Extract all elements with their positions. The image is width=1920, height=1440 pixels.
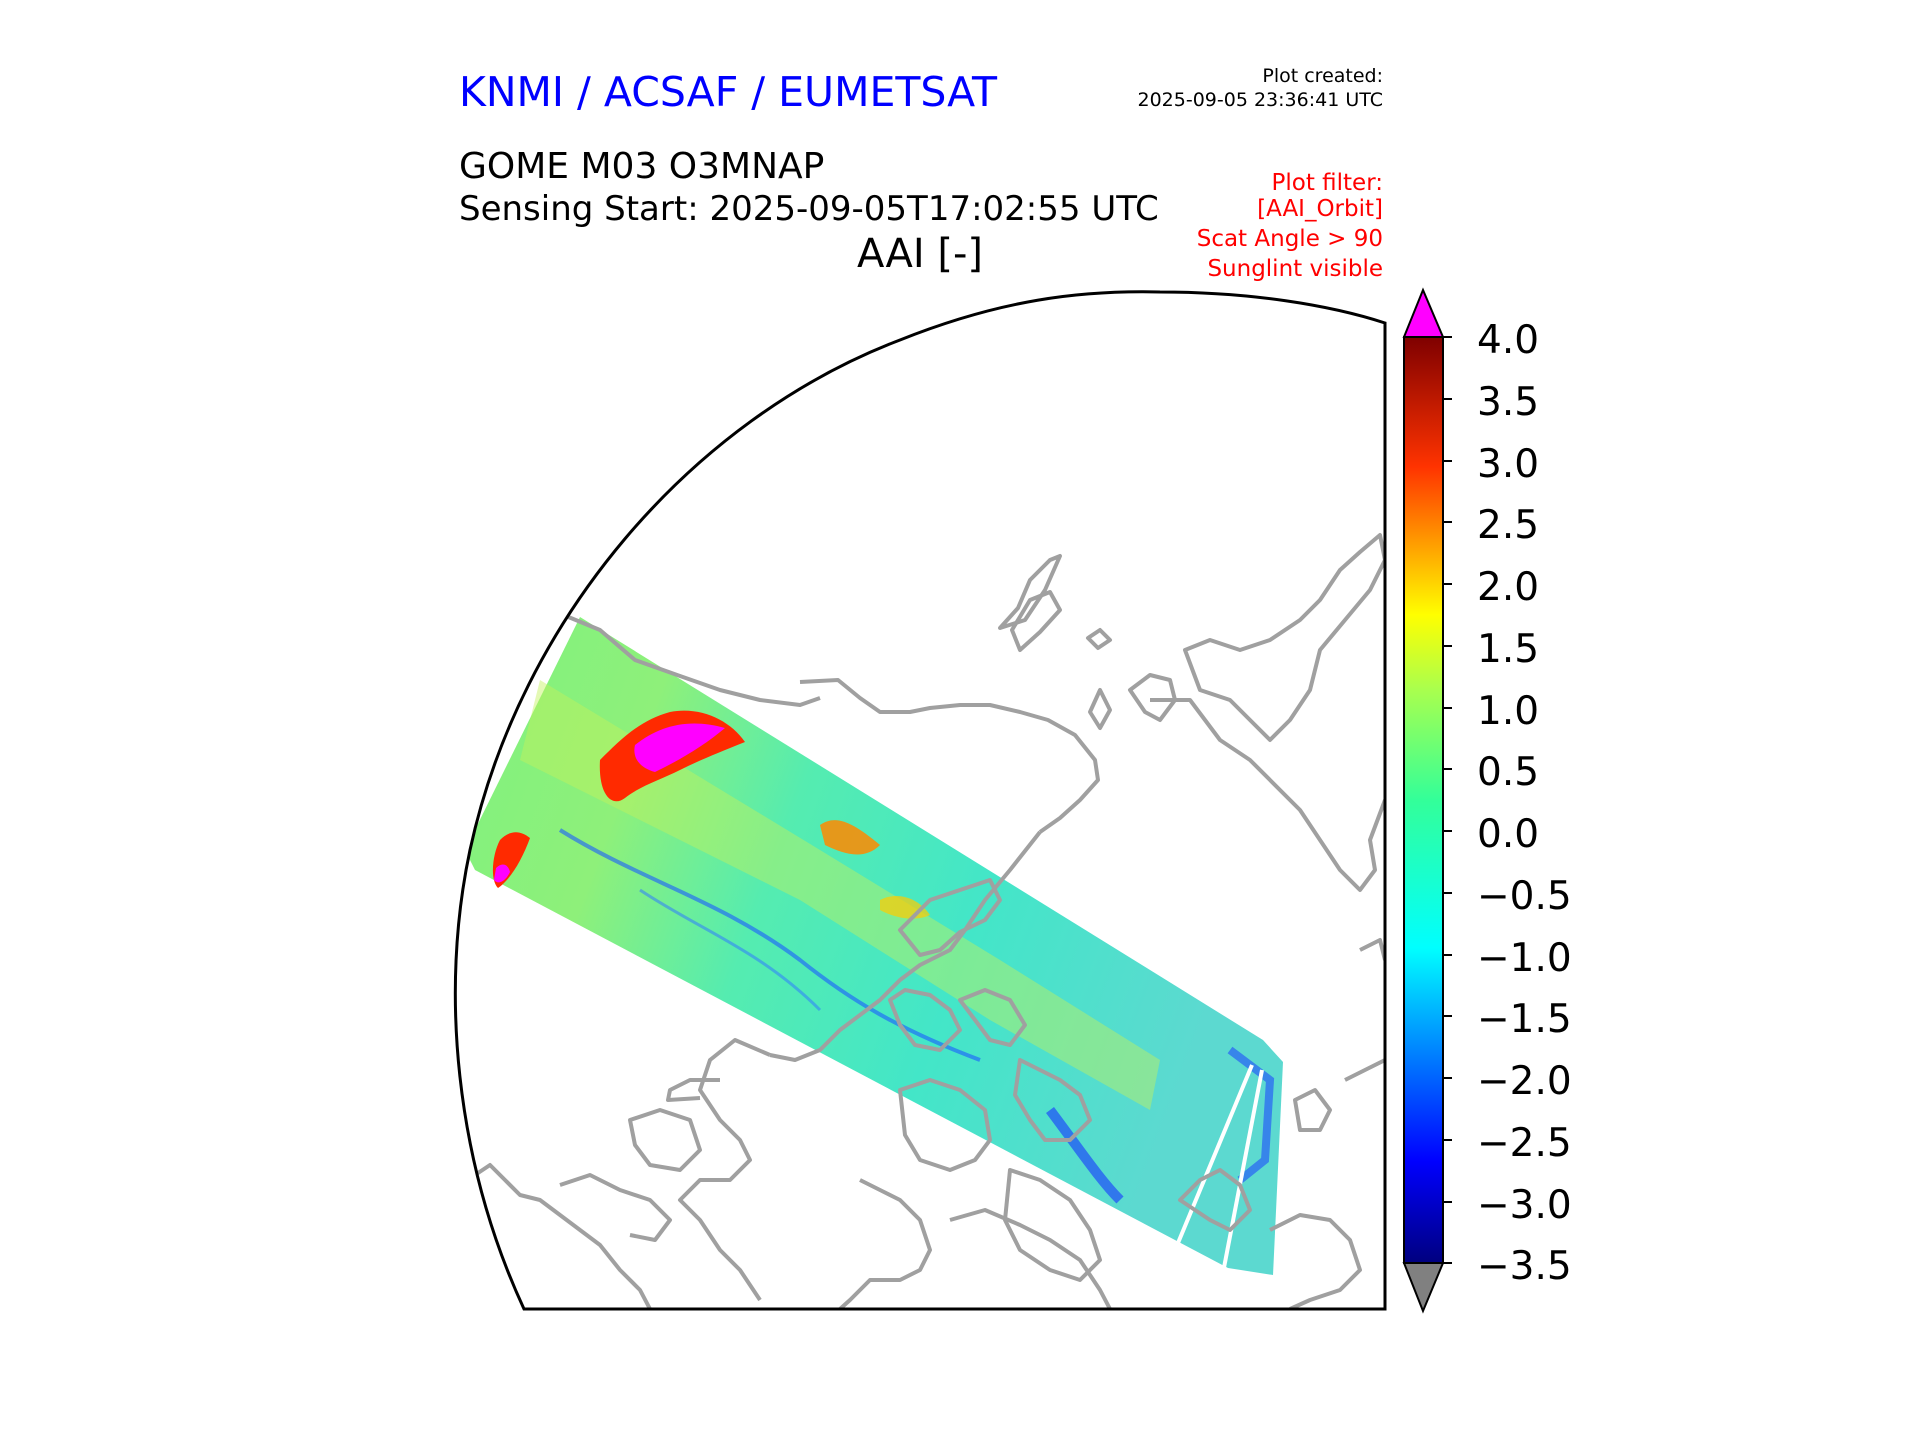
colorbar-over-extension (1402, 287, 1445, 338)
plot-filter-line: [AAI_Orbit] (1257, 196, 1383, 222)
plot-created-time: 2025-09-05 23:36:41 UTC (1137, 89, 1384, 111)
colorbar-tick-marks (1443, 336, 1452, 1264)
colorbar-tick-label: 2.0 (1477, 565, 1540, 610)
colorbar-tick-label: 1.0 (1477, 689, 1540, 734)
sensing-start: Sensing Start: 2025-09-05T17:02:55 UTC (459, 189, 1159, 229)
map-boundary (453, 290, 1387, 1311)
organization-title: KNMI / ACSAF / EUMETSAT (459, 68, 998, 116)
plot-filter-line: Scat Angle > 90 (1196, 226, 1383, 252)
colorbar-scale (1403, 336, 1444, 1264)
colorbar-tick-label: 4.0 (1477, 318, 1540, 363)
map-area (465, 533, 1385, 1310)
plot-created-label: Plot created: (1262, 65, 1383, 87)
colorbar-tick-label: −3.5 (1477, 1244, 1572, 1289)
colorbar-tick-label: −0.5 (1477, 874, 1572, 919)
plot-filter-line: Sunglint visible (1207, 256, 1383, 282)
colorbar-tick-label: −3.0 (1477, 1183, 1572, 1228)
aai-swath (465, 617, 1283, 1279)
colorbar-tick-label: 1.5 (1477, 627, 1540, 672)
variable-title: AAI [-] (857, 231, 983, 277)
product-name: GOME M03 O3MNAP (459, 146, 825, 187)
plot-filter-line: Plot filter: (1271, 170, 1383, 196)
colorbar (1402, 287, 1452, 1314)
colorbar-tick-label: −2.0 (1477, 1059, 1572, 1104)
colorbar-tick-label: 3.0 (1477, 442, 1540, 487)
colorbar-tick-label: 0.0 (1477, 812, 1540, 857)
colorbar-tick-label: 2.5 (1477, 503, 1540, 548)
colorbar-tick-label: 3.5 (1477, 380, 1540, 425)
colorbar-tick-label: 0.5 (1477, 750, 1540, 795)
colorbar-tick-label: −1.0 (1477, 936, 1572, 981)
colorbar-tick-label: −1.5 (1477, 997, 1572, 1042)
colorbar-under-extension (1402, 1262, 1445, 1314)
colorbar-tick-label: −2.5 (1477, 1121, 1572, 1166)
